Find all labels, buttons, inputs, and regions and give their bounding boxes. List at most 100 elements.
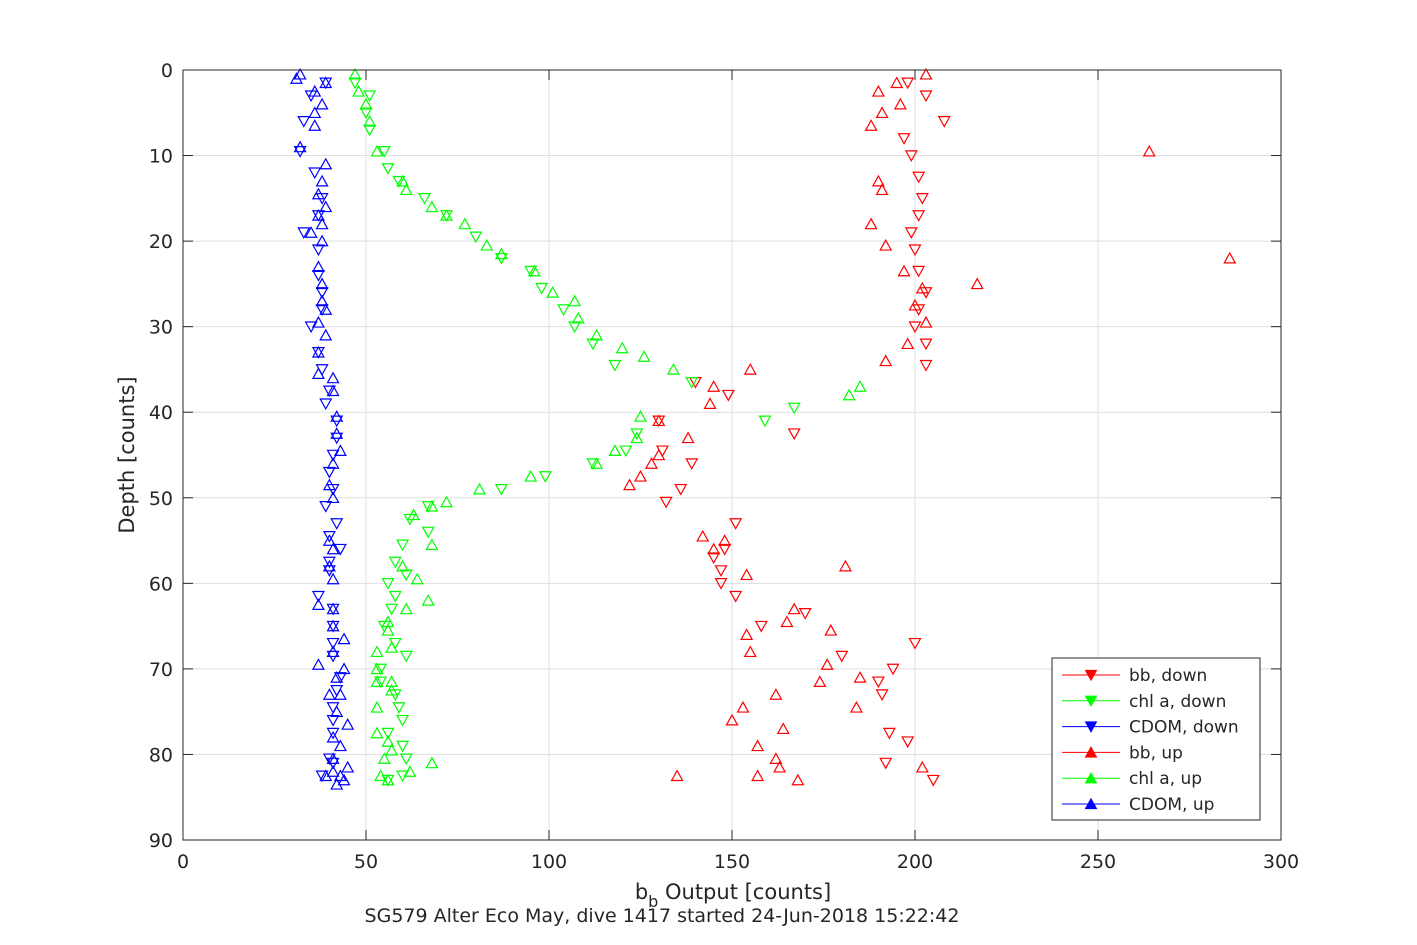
data-point (901, 736, 915, 749)
data-point (890, 76, 904, 89)
data-point (714, 565, 728, 577)
data-point (319, 200, 333, 213)
data-point (721, 389, 735, 402)
data-point (623, 478, 637, 491)
data-point (322, 385, 336, 398)
legend-marker (1084, 721, 1098, 733)
data-point (337, 632, 351, 645)
y-tick-label: 90 (149, 830, 173, 852)
legend-item: bb, down (1062, 666, 1207, 686)
x-tick-label: 250 (1080, 851, 1116, 873)
data-point (937, 116, 951, 128)
data-point (319, 501, 333, 513)
data-point (289, 72, 303, 84)
data-point (425, 499, 439, 512)
data-point (311, 367, 325, 379)
data-point (630, 431, 644, 444)
data-point (315, 97, 329, 110)
data-point (392, 175, 406, 188)
data-point (824, 623, 838, 636)
data-point (396, 740, 410, 753)
y-tick-label: 10 (149, 146, 173, 168)
data-point (381, 578, 395, 590)
data-point (838, 559, 852, 572)
data-point (333, 739, 347, 752)
data-point (568, 294, 582, 307)
data-point (425, 200, 439, 213)
data-point (403, 765, 417, 777)
data-point (396, 559, 410, 572)
data-point (319, 328, 333, 341)
data-point (630, 428, 644, 441)
data-point (769, 752, 783, 764)
data-point (769, 688, 783, 700)
data-point (871, 174, 885, 187)
data-point (674, 483, 688, 496)
data-point (535, 282, 549, 295)
legend-item: chl a, down (1062, 692, 1226, 712)
data-point (322, 531, 336, 543)
series-bb-up (623, 67, 1237, 786)
data-point (608, 359, 622, 372)
data-point (410, 572, 424, 585)
ticks: 0 50 100 150 200 250 300 0 10 20 30 40 50 60 70 80 90 (149, 60, 1299, 873)
data-point (311, 598, 325, 610)
data-point (425, 756, 439, 769)
data-point (359, 107, 373, 120)
data-point (644, 457, 658, 469)
data-point (315, 277, 329, 290)
data-point (740, 628, 754, 640)
data-point (780, 615, 794, 628)
data-point (718, 543, 732, 556)
y-tick-label: 20 (149, 231, 173, 253)
x-tick-label: 0 (177, 851, 189, 873)
data-point (670, 769, 684, 782)
x-tick-label: 300 (1263, 851, 1299, 873)
data-point (370, 726, 384, 739)
legend-item: chl a, up (1062, 769, 1202, 789)
data-point (308, 119, 322, 131)
data-point (440, 495, 454, 508)
data-point (322, 478, 336, 491)
data-point (926, 774, 940, 787)
y-tick-label: 50 (149, 488, 173, 510)
data-point (538, 471, 552, 483)
data-point (311, 590, 325, 603)
data-point (385, 641, 399, 653)
data-point (385, 743, 399, 756)
data-point (315, 304, 329, 317)
legend-box (1051, 657, 1261, 821)
data-point (652, 414, 666, 427)
legend-marker (1084, 746, 1098, 758)
data-point (326, 384, 340, 397)
data-point (399, 183, 413, 196)
data-point (494, 483, 508, 496)
legend-marker (1084, 771, 1098, 784)
data-point (392, 702, 406, 714)
data-point (421, 526, 435, 539)
data-point (359, 97, 373, 110)
legend-item: CDOM, up (1062, 795, 1214, 815)
data-point (370, 675, 384, 687)
data-point (326, 765, 340, 777)
data-point (659, 496, 673, 509)
data-point (871, 676, 885, 689)
y-tick-label: 0 (161, 60, 173, 82)
data-point (333, 444, 347, 456)
data-point (590, 457, 604, 469)
data-point (480, 238, 494, 251)
data-point (311, 345, 325, 358)
data-point (919, 359, 933, 372)
data-point (330, 518, 344, 530)
y-tick-label: 40 (149, 402, 173, 424)
data-point (315, 770, 329, 783)
legend-label: chl a, down (1129, 692, 1226, 712)
data-point (912, 171, 926, 184)
data-point (421, 593, 435, 606)
data-point (326, 572, 340, 585)
data-point (407, 508, 421, 521)
data-point (893, 97, 907, 110)
data-point (970, 277, 984, 290)
data-point (527, 264, 541, 277)
x-axis-title-subscript: b (648, 892, 658, 911)
